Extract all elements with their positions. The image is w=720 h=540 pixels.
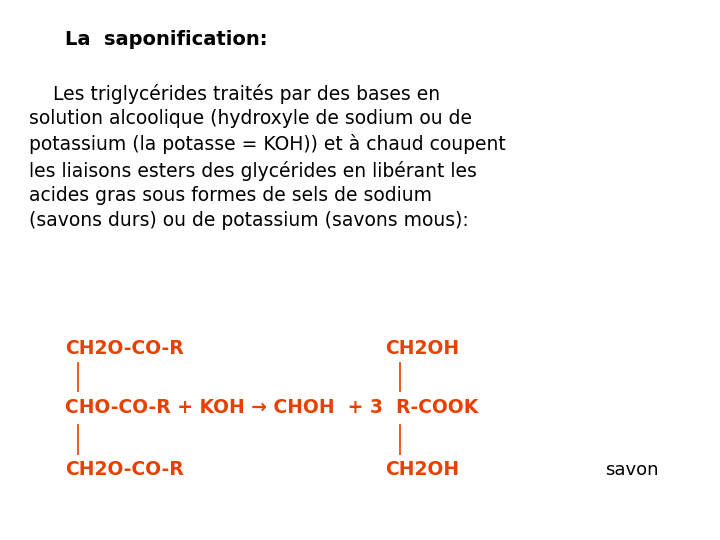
Text: CH2OH: CH2OH	[385, 460, 459, 480]
Text: savon: savon	[606, 461, 659, 479]
Text: CH2O-CO-R: CH2O-CO-R	[65, 339, 184, 358]
Text: CHO-CO-R + KOH → CHOH  + 3  R-COOK: CHO-CO-R + KOH → CHOH + 3 R-COOK	[65, 398, 478, 417]
Text: Les triglycérides traités par des bases en
solution alcoolique (hydroxyle de sod: Les triglycérides traités par des bases …	[29, 84, 505, 230]
Text: La  saponification:: La saponification:	[65, 30, 267, 49]
Text: CH2O-CO-R: CH2O-CO-R	[65, 460, 184, 480]
Text: CH2OH: CH2OH	[385, 339, 459, 358]
